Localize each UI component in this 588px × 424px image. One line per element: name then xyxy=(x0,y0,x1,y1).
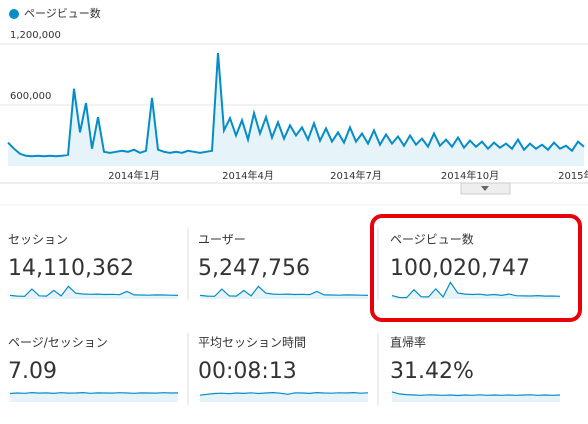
metric-label: セッション xyxy=(8,233,68,247)
x-tick-label: 2015年1月 xyxy=(558,169,588,182)
legend-swatch xyxy=(9,9,19,19)
metric-value: 31.42% xyxy=(390,359,474,384)
metric-label: ページ/セッション xyxy=(8,336,108,350)
x-tick-label: 2014年10月 xyxy=(441,169,499,182)
metric-label: 直帰率 xyxy=(390,335,426,350)
area xyxy=(10,392,178,402)
line xyxy=(391,281,561,299)
area xyxy=(10,286,178,299)
metric-value: 7.09 xyxy=(8,359,57,384)
legend-label: ページビュー数 xyxy=(24,7,101,20)
line xyxy=(7,53,585,158)
area xyxy=(200,392,368,402)
metric-value: 14,110,362 xyxy=(8,256,134,281)
x-tick-label: 2014年4月 xyxy=(222,169,274,182)
metric-label: 平均セッション時間 xyxy=(198,336,306,350)
metric-label: ページビュー数 xyxy=(390,232,474,247)
area xyxy=(8,53,584,166)
area xyxy=(200,286,368,299)
line xyxy=(199,391,369,396)
x-tick-label: 2014年1月 xyxy=(108,169,160,182)
line xyxy=(391,391,561,397)
metric-value: 5,247,756 xyxy=(198,256,310,281)
metric-label: ユーザー xyxy=(198,233,246,247)
highlight-box xyxy=(370,214,582,322)
area xyxy=(392,282,560,299)
metric-value: 00:08:13 xyxy=(198,359,297,384)
line xyxy=(9,285,179,297)
line xyxy=(9,391,179,395)
y-tick-label: 600,000 xyxy=(10,91,51,102)
x-tick-label: 2014年7月 xyxy=(330,169,382,182)
y-tick-label: 1,200,000 xyxy=(10,30,61,41)
area xyxy=(392,391,560,402)
metric-value: 100,020,747 xyxy=(390,256,530,281)
line xyxy=(199,285,369,297)
resize-arrow xyxy=(481,186,489,191)
